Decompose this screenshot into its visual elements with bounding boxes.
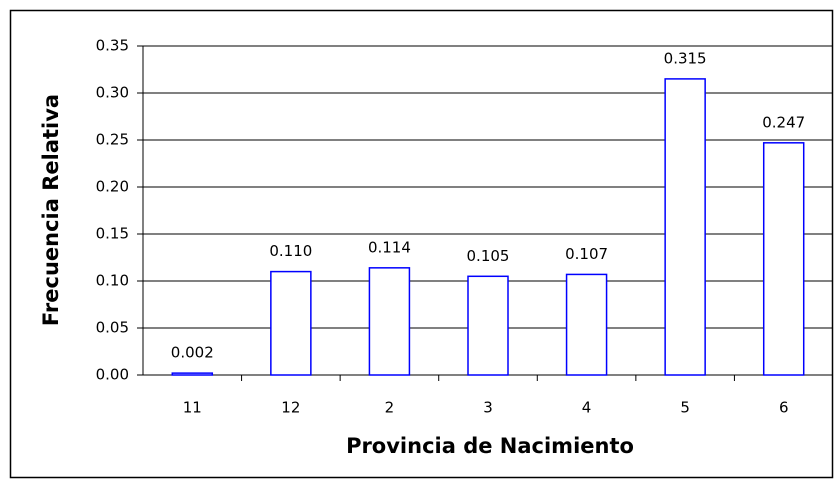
x-tick-label: 2: [385, 399, 395, 417]
bar: [171, 372, 214, 376]
y-tick-label: 0.10: [96, 272, 129, 290]
bar: [368, 267, 411, 376]
value-label: 0.002: [171, 344, 214, 362]
value-label: 0.110: [269, 242, 312, 260]
bar: [762, 142, 805, 376]
value-label: 0.114: [368, 238, 411, 256]
y-tick-label: 0.20: [96, 178, 129, 196]
x-tick-label: 4: [582, 399, 592, 417]
x-tick-label: 5: [680, 399, 690, 417]
value-label: 0.315: [664, 49, 707, 67]
bar: [565, 273, 608, 376]
y-tick-label: 0.05: [96, 319, 129, 337]
bar: [467, 275, 509, 376]
y-tick-label: 0.30: [96, 84, 129, 102]
bar: [270, 270, 312, 376]
x-tick-label: 11: [183, 399, 202, 417]
value-label: 0.247: [762, 113, 805, 131]
y-tick-label: 0.25: [96, 131, 129, 149]
y-tick-label: 0.00: [96, 366, 129, 384]
y-tick-label: 0.35: [96, 37, 129, 55]
x-tick-label: 12: [281, 399, 300, 417]
value-label: 0.105: [467, 247, 510, 265]
bar: [664, 78, 706, 376]
x-axis-title: Provincia de Nacimiento: [346, 434, 634, 458]
value-label: 0.107: [565, 245, 608, 263]
chart-frame: [9, 9, 834, 479]
y-axis-title: Frecuencia Relativa: [39, 94, 63, 326]
x-tick-label: 3: [483, 399, 493, 417]
x-tick-label: 6: [779, 399, 789, 417]
y-tick-label: 0.15: [96, 225, 129, 243]
